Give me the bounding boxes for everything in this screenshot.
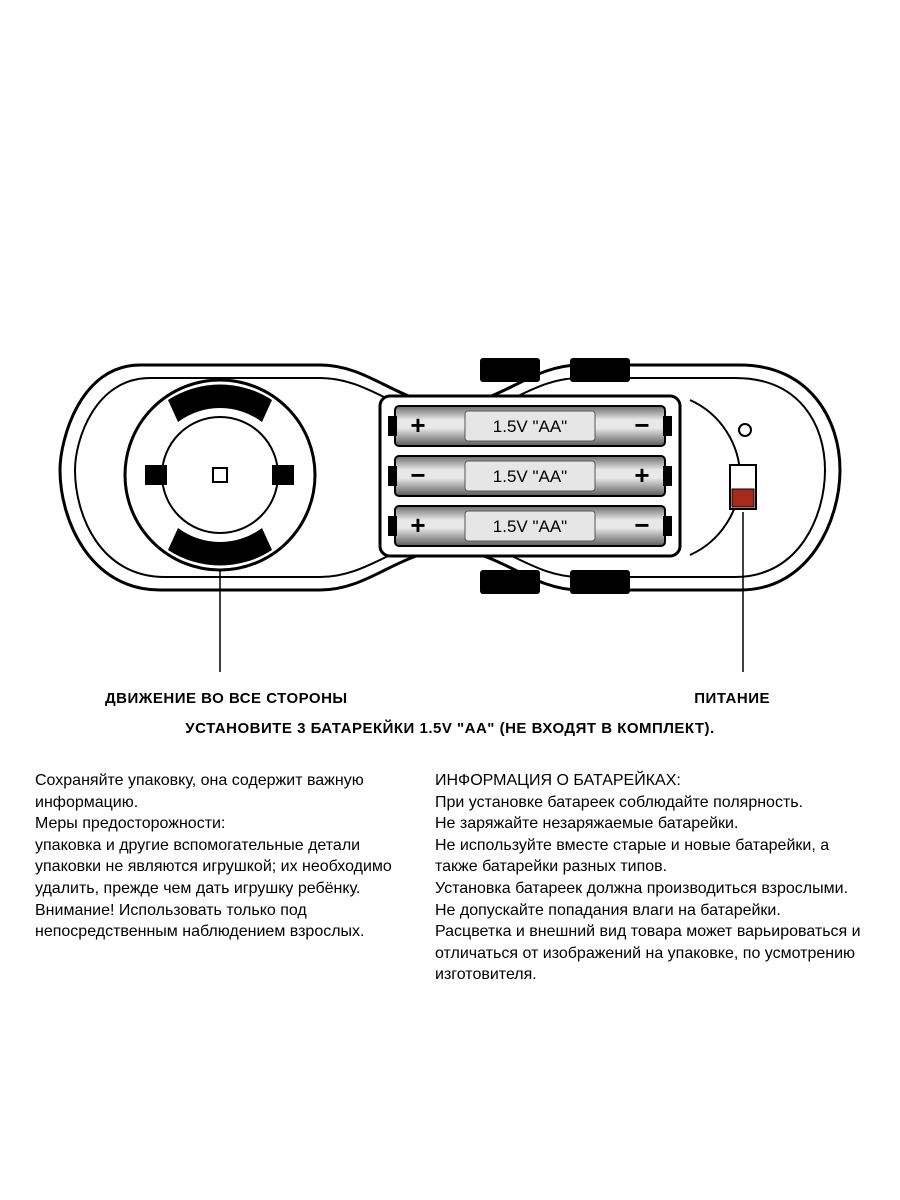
power-switch <box>730 465 756 509</box>
device-diagram: + − 1.5V "AA" − + 1.5V "AA" <box>50 300 850 680</box>
battery-info-text: ИНФОРМАЦИЯ О БАТАРЕЙКАХ: При установке б… <box>435 770 865 986</box>
battery-1-pol-left: + <box>410 410 425 440</box>
callout-label-right: ПИТАНИЕ <box>694 690 770 707</box>
battery-3-label: 1.5V "AA" <box>493 517 567 536</box>
battery-2-label: 1.5V "AA" <box>493 467 567 486</box>
install-instruction: УСТАНОВИТЕ 3 БАТАРЕКЙКИ 1.5V "AA" (НЕ ВХ… <box>0 720 900 737</box>
precautions-text: Сохраняйте упаковку, она содержит важную… <box>35 770 405 986</box>
battery-1-label: 1.5V "AA" <box>493 417 567 436</box>
battery-info-heading: ИНФОРМАЦИЯ О БАТАРЕЙКАХ: <box>435 772 681 789</box>
battery-1-pol-right: − <box>634 410 649 440</box>
battery-row: + − 1.5V "AA" − + 1.5V "AA" <box>388 406 672 546</box>
battery-info-body: При установке батареек соблюдайте полярн… <box>435 794 861 984</box>
battery-3-pol-left: + <box>410 510 425 540</box>
battery-2-pol-left: − <box>410 460 425 490</box>
battery-2-pol-right: + <box>634 460 649 490</box>
movement-control <box>125 380 315 570</box>
instruction-text-columns: Сохраняйте упаковку, она содержит важную… <box>35 770 865 986</box>
battery-3-pol-right: − <box>634 510 649 540</box>
callout-label-left: ДВИЖЕНИЕ ВО ВСЕ СТОРОНЫ <box>105 690 348 707</box>
